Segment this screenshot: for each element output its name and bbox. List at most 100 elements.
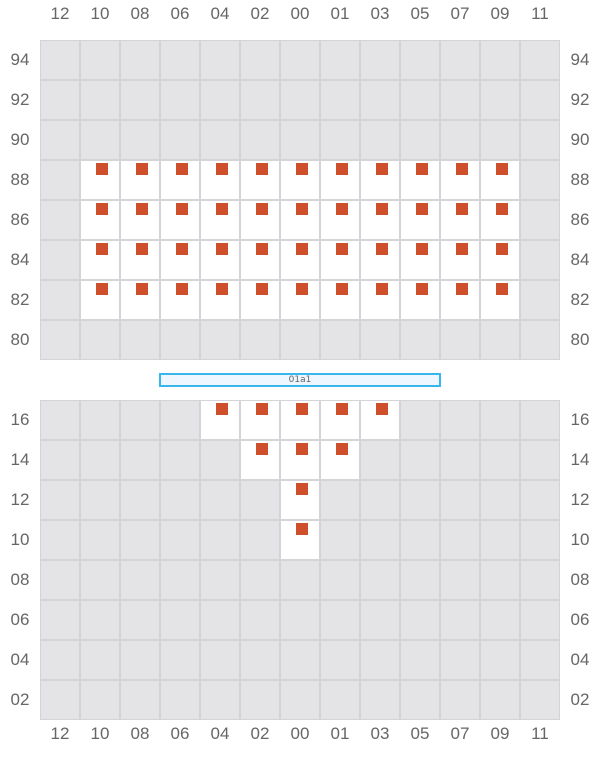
top-cell-80-06[interactable] xyxy=(160,320,200,360)
top-cell-84-01[interactable] xyxy=(320,240,360,280)
top-cell-88-11[interactable] xyxy=(520,160,560,200)
bottom-cell-08-11[interactable] xyxy=(520,560,560,600)
top-cell-88-04[interactable] xyxy=(200,160,240,200)
bottom-cell-10-08[interactable] xyxy=(120,520,160,560)
bottom-cell-14-05[interactable] xyxy=(400,440,440,480)
bottom-cell-10-04[interactable] xyxy=(200,520,240,560)
bottom-cell-06-12[interactable] xyxy=(40,600,80,640)
top-cell-90-12[interactable] xyxy=(40,120,80,160)
top-cell-86-12[interactable] xyxy=(40,200,80,240)
bottom-cell-06-11[interactable] xyxy=(520,600,560,640)
top-cell-82-05[interactable] xyxy=(400,280,440,320)
top-cell-80-10[interactable] xyxy=(80,320,120,360)
bottom-cell-08-10[interactable] xyxy=(80,560,120,600)
bottom-cell-10-02[interactable] xyxy=(240,520,280,560)
top-cell-94-07[interactable] xyxy=(440,40,480,80)
bottom-cell-12-06[interactable] xyxy=(160,480,200,520)
bottom-cell-06-05[interactable] xyxy=(400,600,440,640)
bottom-cell-12-05[interactable] xyxy=(400,480,440,520)
bottom-cell-12-00[interactable] xyxy=(280,480,320,520)
bottom-cell-16-04[interactable] xyxy=(200,400,240,440)
bottom-cell-10-00[interactable] xyxy=(280,520,320,560)
bottom-cell-14-00[interactable] xyxy=(280,440,320,480)
bottom-cell-14-11[interactable] xyxy=(520,440,560,480)
top-cell-84-05[interactable] xyxy=(400,240,440,280)
top-cell-94-11[interactable] xyxy=(520,40,560,80)
bottom-cell-02-04[interactable] xyxy=(200,680,240,720)
bottom-cell-06-07[interactable] xyxy=(440,600,480,640)
top-cell-90-03[interactable] xyxy=(360,120,400,160)
bottom-cell-14-02[interactable] xyxy=(240,440,280,480)
top-cell-88-07[interactable] xyxy=(440,160,480,200)
bottom-cell-06-09[interactable] xyxy=(480,600,520,640)
top-cell-82-08[interactable] xyxy=(120,280,160,320)
top-cell-82-03[interactable] xyxy=(360,280,400,320)
bottom-cell-12-01[interactable] xyxy=(320,480,360,520)
top-cell-84-10[interactable] xyxy=(80,240,120,280)
top-cell-94-01[interactable] xyxy=(320,40,360,80)
bottom-cell-14-08[interactable] xyxy=(120,440,160,480)
bottom-cell-02-00[interactable] xyxy=(280,680,320,720)
top-cell-94-08[interactable] xyxy=(120,40,160,80)
bottom-cell-16-10[interactable] xyxy=(80,400,120,440)
bottom-cell-02-08[interactable] xyxy=(120,680,160,720)
bottom-cell-10-03[interactable] xyxy=(360,520,400,560)
bottom-cell-06-08[interactable] xyxy=(120,600,160,640)
bottom-cell-16-12[interactable] xyxy=(40,400,80,440)
bottom-cell-12-09[interactable] xyxy=(480,480,520,520)
top-cell-88-06[interactable] xyxy=(160,160,200,200)
top-cell-82-11[interactable] xyxy=(520,280,560,320)
top-cell-86-11[interactable] xyxy=(520,200,560,240)
bottom-cell-14-06[interactable] xyxy=(160,440,200,480)
bottom-cell-16-07[interactable] xyxy=(440,400,480,440)
top-cell-88-08[interactable] xyxy=(120,160,160,200)
top-cell-80-07[interactable] xyxy=(440,320,480,360)
bottom-cell-02-03[interactable] xyxy=(360,680,400,720)
bottom-cell-08-04[interactable] xyxy=(200,560,240,600)
top-cell-80-11[interactable] xyxy=(520,320,560,360)
bottom-cell-16-00[interactable] xyxy=(280,400,320,440)
top-cell-90-06[interactable] xyxy=(160,120,200,160)
top-cell-82-10[interactable] xyxy=(80,280,120,320)
bottom-cell-12-02[interactable] xyxy=(240,480,280,520)
top-cell-86-07[interactable] xyxy=(440,200,480,240)
top-cell-80-05[interactable] xyxy=(400,320,440,360)
top-cell-92-12[interactable] xyxy=(40,80,80,120)
top-cell-84-00[interactable] xyxy=(280,240,320,280)
top-cell-82-01[interactable] xyxy=(320,280,360,320)
top-cell-84-02[interactable] xyxy=(240,240,280,280)
bottom-cell-14-09[interactable] xyxy=(480,440,520,480)
top-cell-84-06[interactable] xyxy=(160,240,200,280)
top-cell-84-04[interactable] xyxy=(200,240,240,280)
top-cell-80-01[interactable] xyxy=(320,320,360,360)
bottom-cell-02-02[interactable] xyxy=(240,680,280,720)
top-cell-92-04[interactable] xyxy=(200,80,240,120)
top-cell-82-07[interactable] xyxy=(440,280,480,320)
bottom-cell-04-03[interactable] xyxy=(360,640,400,680)
top-cell-94-00[interactable] xyxy=(280,40,320,80)
bottom-cell-14-12[interactable] xyxy=(40,440,80,480)
bottom-cell-02-05[interactable] xyxy=(400,680,440,720)
top-cell-86-05[interactable] xyxy=(400,200,440,240)
top-cell-88-12[interactable] xyxy=(40,160,80,200)
bottom-cell-12-11[interactable] xyxy=(520,480,560,520)
top-cell-92-05[interactable] xyxy=(400,80,440,120)
bottom-cell-08-05[interactable] xyxy=(400,560,440,600)
top-cell-92-03[interactable] xyxy=(360,80,400,120)
top-cell-86-06[interactable] xyxy=(160,200,200,240)
bottom-cell-04-06[interactable] xyxy=(160,640,200,680)
top-cell-92-08[interactable] xyxy=(120,80,160,120)
bottom-cell-08-08[interactable] xyxy=(120,560,160,600)
top-cell-82-02[interactable] xyxy=(240,280,280,320)
top-cell-92-10[interactable] xyxy=(80,80,120,120)
top-cell-86-08[interactable] xyxy=(120,200,160,240)
top-cell-92-01[interactable] xyxy=(320,80,360,120)
bottom-cell-16-03[interactable] xyxy=(360,400,400,440)
bottom-cell-08-02[interactable] xyxy=(240,560,280,600)
bottom-cell-12-07[interactable] xyxy=(440,480,480,520)
top-cell-94-02[interactable] xyxy=(240,40,280,80)
top-cell-80-04[interactable] xyxy=(200,320,240,360)
bottom-cell-10-07[interactable] xyxy=(440,520,480,560)
top-cell-84-09[interactable] xyxy=(480,240,520,280)
top-cell-88-10[interactable] xyxy=(80,160,120,200)
